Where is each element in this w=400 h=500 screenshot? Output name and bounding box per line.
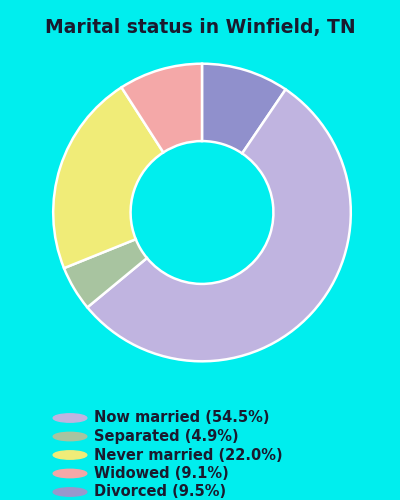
Circle shape: [53, 488, 87, 496]
Circle shape: [53, 451, 87, 459]
Text: Separated (4.9%): Separated (4.9%): [94, 429, 239, 444]
Text: Widowed (9.1%): Widowed (9.1%): [94, 466, 229, 481]
Circle shape: [53, 432, 87, 440]
Wedge shape: [122, 64, 202, 152]
Wedge shape: [87, 90, 351, 362]
Text: Divorced (9.5%): Divorced (9.5%): [94, 484, 226, 500]
Text: Never married (22.0%): Never married (22.0%): [94, 448, 283, 462]
Wedge shape: [64, 239, 147, 308]
Text: Marital status in Winfield, TN: Marital status in Winfield, TN: [45, 18, 355, 36]
Text: Now married (54.5%): Now married (54.5%): [94, 410, 270, 426]
Wedge shape: [202, 64, 286, 154]
Circle shape: [53, 470, 87, 478]
Wedge shape: [53, 88, 163, 268]
Circle shape: [53, 414, 87, 422]
